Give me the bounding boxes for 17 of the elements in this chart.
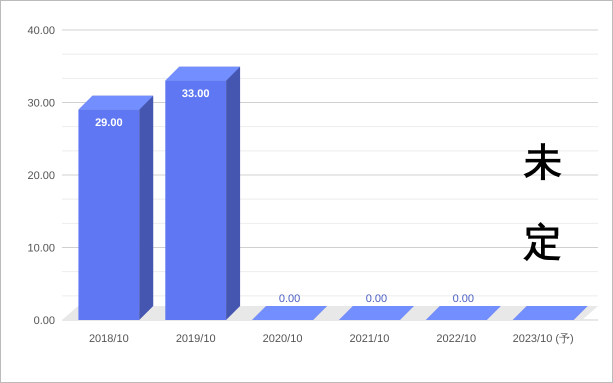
x-tick-label: 2020/10 [262, 333, 302, 345]
x-tick-label: 2023/10 (予) [512, 333, 574, 345]
data-label: 0.00 [366, 293, 388, 305]
data-label: 29.00 [95, 116, 123, 129]
data-label: 0.00 [278, 293, 300, 305]
x-tick-label: 2021/10 [350, 333, 390, 345]
x-tick-label: 2019/10 [176, 333, 216, 345]
x-tick-label: 2022/10 [436, 333, 476, 345]
y-tick-label: 20.00 [27, 170, 55, 182]
y-tick-label: 40.00 [27, 25, 55, 37]
x-tick-label: 2018/10 [88, 333, 129, 345]
y-tick-label: 0.00 [34, 315, 55, 327]
annotation: 未定 [523, 142, 562, 264]
data-label: 0.00 [452, 293, 474, 305]
y-tick-label: 30.00 [27, 98, 55, 110]
y-tick-label: 10.00 [27, 242, 55, 254]
data-label: 33.00 [182, 88, 210, 100]
